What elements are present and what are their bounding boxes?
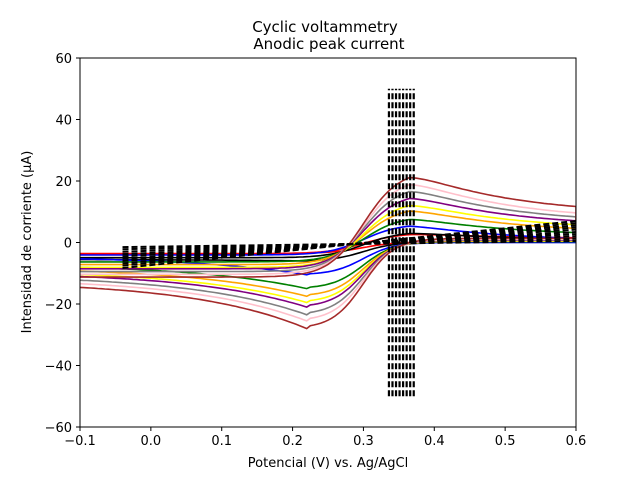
y-tick-label: −20: [45, 298, 72, 313]
cv-series-2: [80, 232, 576, 262]
x-tick-label: 0.4: [424, 434, 445, 449]
y-tick-label: 40: [55, 114, 72, 129]
x-tick-label: 0.0: [141, 434, 162, 449]
cv-series-10: [80, 176, 576, 330]
y-tick-label: −40: [45, 360, 72, 375]
x-tick-label: 0.2: [282, 434, 303, 449]
chart-subtitle: Anodic peak current: [253, 35, 404, 53]
plot-area: [80, 88, 576, 397]
x-tick-label: 0.3: [353, 434, 374, 449]
y-tick-label: −60: [45, 421, 72, 436]
x-tick-label: −0.1: [64, 434, 96, 449]
chart-title: Cyclic voltammetry: [252, 18, 398, 36]
y-tick-label: 0: [64, 237, 72, 252]
x-tick-label: 0.6: [566, 434, 587, 449]
cv-series-4: [80, 218, 576, 290]
y-axis-label: Intensidad de corriente (μA): [20, 151, 35, 334]
cv-series-5: [80, 210, 576, 298]
cv-series-1: [80, 233, 576, 256]
baseline-10: [122, 219, 576, 270]
x-tick-label: 0.1: [211, 434, 232, 449]
cv-series-8: [80, 190, 576, 316]
cv-series-6: [80, 204, 576, 304]
x-axis-label: Potencial (V) vs. Ag/AgCl: [248, 456, 408, 471]
cv-series-9: [80, 183, 576, 322]
y-tick-label: 60: [55, 52, 72, 67]
x-tick-label: 0.5: [495, 434, 516, 449]
y-tick-label: 20: [55, 175, 72, 190]
cv-series-7: [80, 197, 576, 308]
